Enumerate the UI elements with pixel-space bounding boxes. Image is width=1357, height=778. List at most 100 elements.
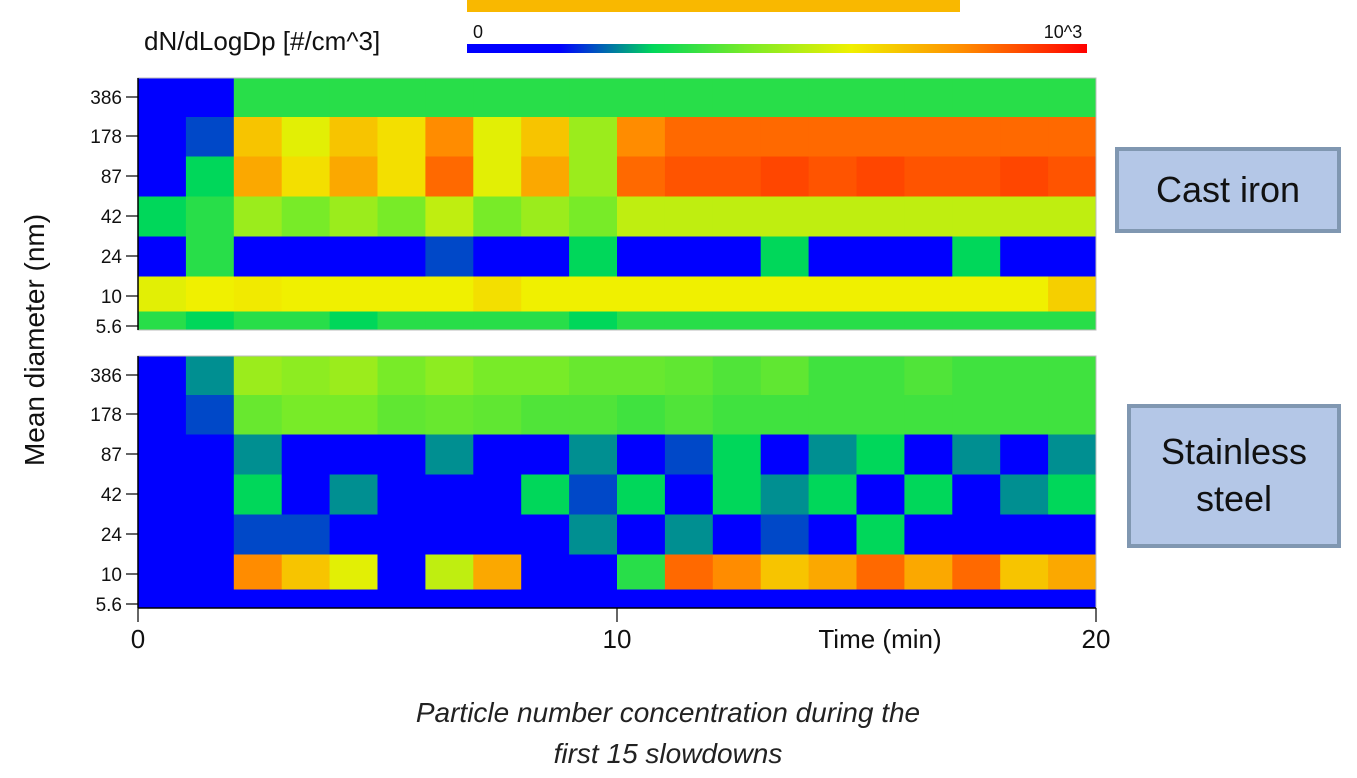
heat-cell <box>617 276 666 312</box>
heat-cell <box>952 474 1001 515</box>
heat-cell <box>425 394 474 435</box>
heat-cell <box>1048 196 1097 237</box>
heat-cell <box>281 78 331 117</box>
heat-cell <box>473 236 522 277</box>
heat-cell <box>185 311 235 331</box>
heat-cell <box>952 356 1001 395</box>
heat-cell <box>712 156 762 197</box>
heat-cell <box>1000 276 1049 312</box>
heat-cell <box>760 394 810 435</box>
heat-cell <box>138 514 187 555</box>
heat-cell <box>664 116 714 157</box>
heat-cell <box>185 474 235 515</box>
heat-cell <box>904 156 953 197</box>
heat-cell <box>1048 156 1097 197</box>
heat-cell <box>760 589 810 609</box>
heat-cell <box>808 589 857 609</box>
y-tick-label: 5.6 <box>96 317 122 338</box>
heat-cell <box>617 156 666 197</box>
heat-cell <box>808 514 857 555</box>
heat-cell <box>185 394 235 435</box>
heat-cell <box>473 554 522 590</box>
heat-cell <box>233 78 283 117</box>
heat-cell <box>808 236 857 277</box>
panel-label: Cast iron <box>1115 147 1341 233</box>
heat-cell <box>808 474 857 515</box>
heat-cell <box>856 276 905 312</box>
y-tick-label: 386 <box>90 88 122 109</box>
heat-cell <box>1000 554 1049 590</box>
heat-cell <box>473 474 522 515</box>
heatmap-panel <box>138 78 1097 331</box>
heat-cell <box>808 78 857 117</box>
heat-cell <box>808 311 857 331</box>
heat-cell <box>569 474 618 515</box>
heat-cell <box>1048 554 1097 590</box>
heat-cell <box>473 311 522 331</box>
heat-cell <box>473 514 522 555</box>
heat-cell <box>377 474 426 515</box>
heat-cell <box>377 156 426 197</box>
heat-cell <box>808 196 857 237</box>
y-tick-label: 386 <box>90 366 122 387</box>
heat-cell <box>377 311 426 331</box>
y-tick-label: 10 <box>101 287 122 308</box>
heat-cell <box>138 311 187 331</box>
heat-cell <box>521 78 570 117</box>
heat-cell <box>1048 589 1097 609</box>
heat-cell <box>521 554 570 590</box>
heat-cell <box>664 78 714 117</box>
heat-cell <box>856 116 905 157</box>
heat-cell <box>138 236 187 277</box>
heat-cell <box>473 589 522 609</box>
heat-cell <box>425 311 474 331</box>
heat-cell <box>712 311 762 331</box>
heat-cell <box>185 276 235 312</box>
heat-cell <box>760 311 810 331</box>
heat-cell <box>952 311 1001 331</box>
heat-cell <box>617 311 666 331</box>
heat-cell <box>664 236 714 277</box>
heat-cell <box>617 78 666 117</box>
heat-cell <box>904 589 953 609</box>
heat-cell <box>760 434 810 475</box>
heat-cell <box>473 156 522 197</box>
heat-cell <box>712 394 762 435</box>
heat-cell <box>904 356 953 395</box>
heat-cell <box>377 116 426 157</box>
heat-cell <box>712 434 762 475</box>
heat-cell <box>281 394 331 435</box>
heat-cell <box>569 196 618 237</box>
heat-cell <box>1000 434 1049 475</box>
heat-cell <box>473 78 522 117</box>
heat-cell <box>712 116 762 157</box>
heat-cell <box>808 394 857 435</box>
heat-cell <box>138 474 187 515</box>
heat-cell <box>664 434 714 475</box>
heat-cell <box>952 78 1001 117</box>
heat-cell <box>425 156 474 197</box>
panel-label: Stainless steel <box>1127 404 1341 548</box>
heat-cell <box>664 474 714 515</box>
heat-cell <box>952 434 1001 475</box>
heat-cell <box>281 156 331 197</box>
heat-cell <box>329 156 378 197</box>
heat-cell <box>1048 394 1097 435</box>
heat-cell <box>233 116 283 157</box>
heat-cell <box>138 156 187 197</box>
heat-cell <box>233 236 283 277</box>
heat-cell <box>760 236 810 277</box>
heat-cell <box>1048 116 1097 157</box>
heat-cell <box>617 116 666 157</box>
heat-cell <box>185 589 235 609</box>
heat-cell <box>281 236 331 277</box>
heat-cell <box>425 116 474 157</box>
heat-cell <box>569 554 618 590</box>
heat-cell <box>377 236 426 277</box>
heat-cell <box>904 474 953 515</box>
heat-cell <box>904 276 953 312</box>
heat-cell <box>281 434 331 475</box>
heat-cell <box>617 474 666 515</box>
heat-cell <box>138 276 187 312</box>
heat-cell <box>329 514 378 555</box>
